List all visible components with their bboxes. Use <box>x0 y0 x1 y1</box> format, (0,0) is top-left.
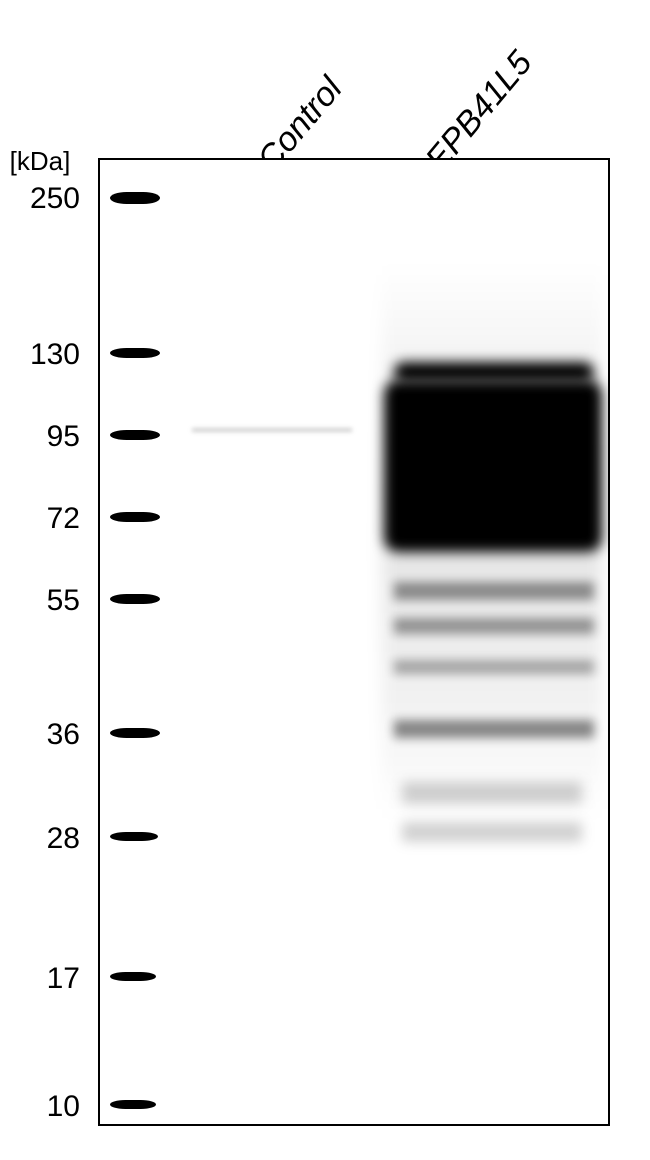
axis-unit-label: [kDa] <box>0 146 80 177</box>
marker-band <box>110 512 160 522</box>
sample-main-blot <box>384 380 602 552</box>
sample-main-blot-top <box>394 362 594 382</box>
mw-label-55: 55 <box>0 584 80 618</box>
mw-label-28: 28 <box>0 822 80 856</box>
mw-label-17: 17 <box>0 962 80 996</box>
sample-band-light <box>402 822 582 842</box>
mw-label-10: 10 <box>0 1090 80 1124</box>
marker-band <box>110 1100 156 1109</box>
mw-label-72: 72 <box>0 502 80 536</box>
marker-band <box>110 972 156 981</box>
marker-band <box>110 594 160 604</box>
marker-band <box>110 192 160 204</box>
marker-band <box>110 430 160 440</box>
sample-band <box>394 582 594 600</box>
control-faint-band <box>192 428 352 432</box>
sample-band <box>394 660 594 674</box>
mw-label-130: 130 <box>0 338 80 372</box>
blot-membrane <box>98 158 610 1126</box>
sample-band <box>394 720 594 738</box>
mw-label-250: 250 <box>0 182 80 216</box>
mw-label-36: 36 <box>0 718 80 752</box>
western-blot-figure: [kDa] 250 130 95 72 55 36 28 17 10 Contr… <box>0 0 650 1160</box>
marker-band <box>110 832 158 841</box>
sample-band-light <box>402 782 582 804</box>
sample-band <box>394 618 594 634</box>
marker-band <box>110 348 160 358</box>
mw-label-95: 95 <box>0 420 80 454</box>
marker-band <box>110 728 160 738</box>
